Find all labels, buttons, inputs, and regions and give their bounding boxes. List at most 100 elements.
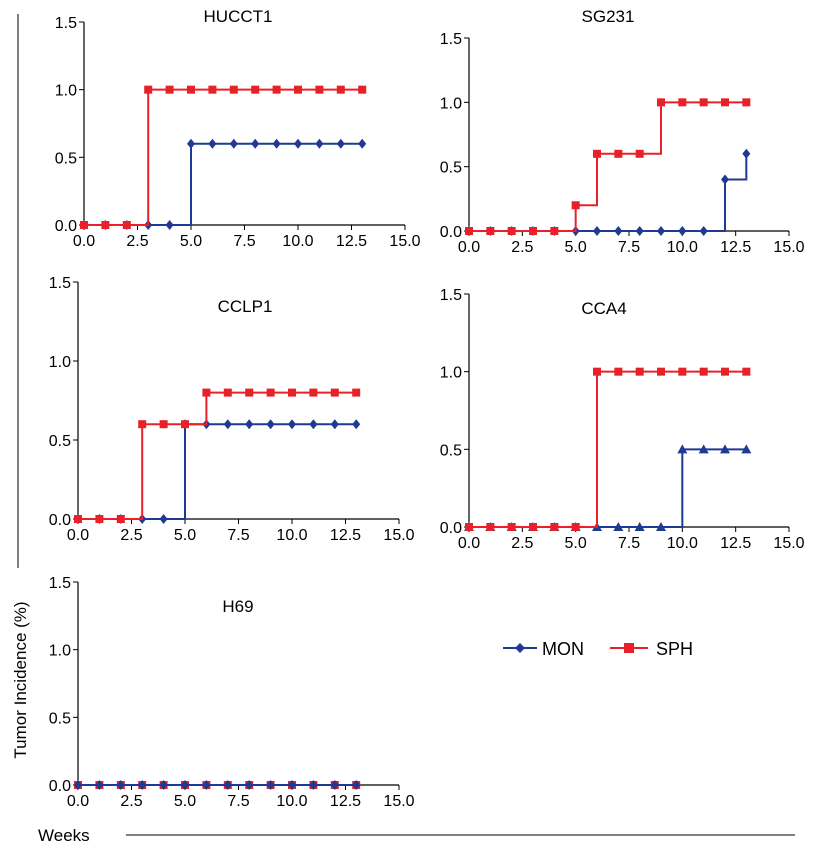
x-tick-label: 0.0	[67, 793, 89, 810]
series-sph-point	[230, 86, 238, 94]
x-tick-label: 15.0	[383, 793, 414, 810]
series-sph-point	[358, 86, 366, 94]
panel-title: CCLP1	[218, 297, 273, 316]
series-mon-point	[187, 139, 195, 149]
x-tick-label: 0.0	[458, 239, 480, 256]
y-tick-label: 0.5	[440, 160, 462, 177]
y-tick-label: 1.0	[55, 83, 77, 100]
series-sph-point	[486, 523, 494, 531]
series-mon-point	[315, 139, 323, 149]
series-sph-point	[465, 523, 473, 531]
legend-item-sph: SPH	[610, 639, 693, 659]
y-tick-label: 0.5	[49, 710, 71, 727]
series-sph-point	[74, 515, 82, 523]
panels: HUCCT1 0.0 2.5 5.0 7.5 10.0 12.5 15.0 0.0 0.5 1.0 1…	[49, 7, 805, 810]
series-sph-point	[572, 201, 580, 209]
series-sph-line	[78, 393, 356, 519]
series-sph-point	[742, 368, 750, 376]
series-sph-point	[678, 368, 686, 376]
panel-cca4: CCA40.0 2.5 5.0 7.5 10.0 12.5 15.00.00.51.01.5	[440, 287, 805, 552]
series-mon-point	[309, 419, 317, 429]
series-mon-line	[469, 449, 746, 527]
series-sph-point	[288, 389, 296, 397]
panel-title: H69	[222, 597, 253, 616]
x-tick-label: 2.5	[511, 535, 533, 552]
series-sph-point	[508, 523, 516, 531]
legend-sph-label: SPH	[656, 639, 693, 659]
panel-title: CCA4	[581, 299, 626, 318]
y-tick-label: 0.0	[49, 778, 71, 795]
legend-mon-diamond-icon	[515, 643, 525, 653]
x-tick-label: 10.0	[667, 535, 698, 552]
x-tick-label: 15.0	[383, 527, 414, 544]
y-tick-label: 0.5	[49, 433, 71, 450]
series-sph-point	[315, 86, 323, 94]
x-tick-label: 5.0	[174, 527, 196, 544]
series-mon-line	[469, 154, 746, 231]
series-sph-point	[138, 420, 146, 428]
series-mon-point	[294, 139, 302, 149]
x-tick-label: 7.5	[618, 535, 640, 552]
series-sph-point	[251, 86, 259, 94]
series-sph-point	[117, 515, 125, 523]
series-sph-point	[80, 221, 88, 229]
series-mon-point	[224, 419, 232, 429]
series-mon-point	[657, 226, 665, 236]
series-mon-point	[160, 514, 168, 524]
y-tick-label: 0.5	[55, 150, 77, 167]
series-mon-point	[245, 419, 253, 429]
panel-title: SG231	[582, 7, 635, 26]
series-sph-point	[593, 150, 601, 158]
x-tick-label: 10.0	[276, 527, 307, 544]
series-sph-point	[144, 86, 152, 94]
legend-sph-square-icon	[624, 643, 634, 653]
series-sph-point	[508, 227, 516, 235]
series-sph-point	[486, 227, 494, 235]
series-sph-point	[657, 98, 665, 106]
series-mon-point	[230, 139, 238, 149]
series-mon-point	[208, 139, 216, 149]
x-tick-label: 5.0	[565, 239, 587, 256]
x-tick-label: 0.0	[73, 233, 95, 250]
series-sph-point	[245, 389, 253, 397]
legend-item-mon: MON	[503, 639, 584, 659]
series-mon-line	[78, 424, 356, 519]
y-tick-label: 1.0	[440, 95, 462, 112]
y-tick-label: 0.0	[440, 224, 462, 241]
series-mon-point	[678, 226, 686, 236]
series-sph-point	[614, 150, 622, 158]
series-sph-line	[469, 102, 746, 231]
series-mon-point	[288, 419, 296, 429]
series-sph-point	[721, 98, 729, 106]
x-tick-label: 7.5	[227, 527, 249, 544]
series-mon-point	[742, 149, 750, 159]
x-tick-label: 7.5	[618, 239, 640, 256]
series-sph-point	[742, 98, 750, 106]
series-sph-point	[465, 227, 473, 235]
x-tick-label: 12.5	[330, 527, 361, 544]
series-sph-point	[572, 523, 580, 531]
series-sph-point	[593, 368, 601, 376]
x-tick-label: 0.0	[458, 535, 480, 552]
x-tick-label: 10.0	[282, 233, 313, 250]
x-tick-label: 2.5	[120, 527, 142, 544]
series-sph-point	[657, 368, 665, 376]
series-sph-point	[123, 221, 131, 229]
x-tick-label: 12.5	[336, 233, 367, 250]
series-sph-point	[550, 227, 558, 235]
series-sph-point	[636, 368, 644, 376]
series-sph-point	[294, 86, 302, 94]
series-sph-point	[636, 150, 644, 158]
series-sph-point	[309, 389, 317, 397]
series-sph-point	[181, 420, 189, 428]
x-tick-label: 15.0	[389, 233, 420, 250]
y-tick-label: 1.5	[49, 575, 71, 592]
series-mon-point	[331, 419, 339, 429]
y-tick-label: 1.0	[49, 643, 71, 660]
x-tick-label: 10.0	[667, 239, 698, 256]
series-sph-point	[700, 98, 708, 106]
figure-ylabel: Tumor Incidence (%)	[11, 601, 30, 758]
x-tick-label: 12.5	[330, 793, 361, 810]
y-tick-label: 0.0	[440, 520, 462, 537]
